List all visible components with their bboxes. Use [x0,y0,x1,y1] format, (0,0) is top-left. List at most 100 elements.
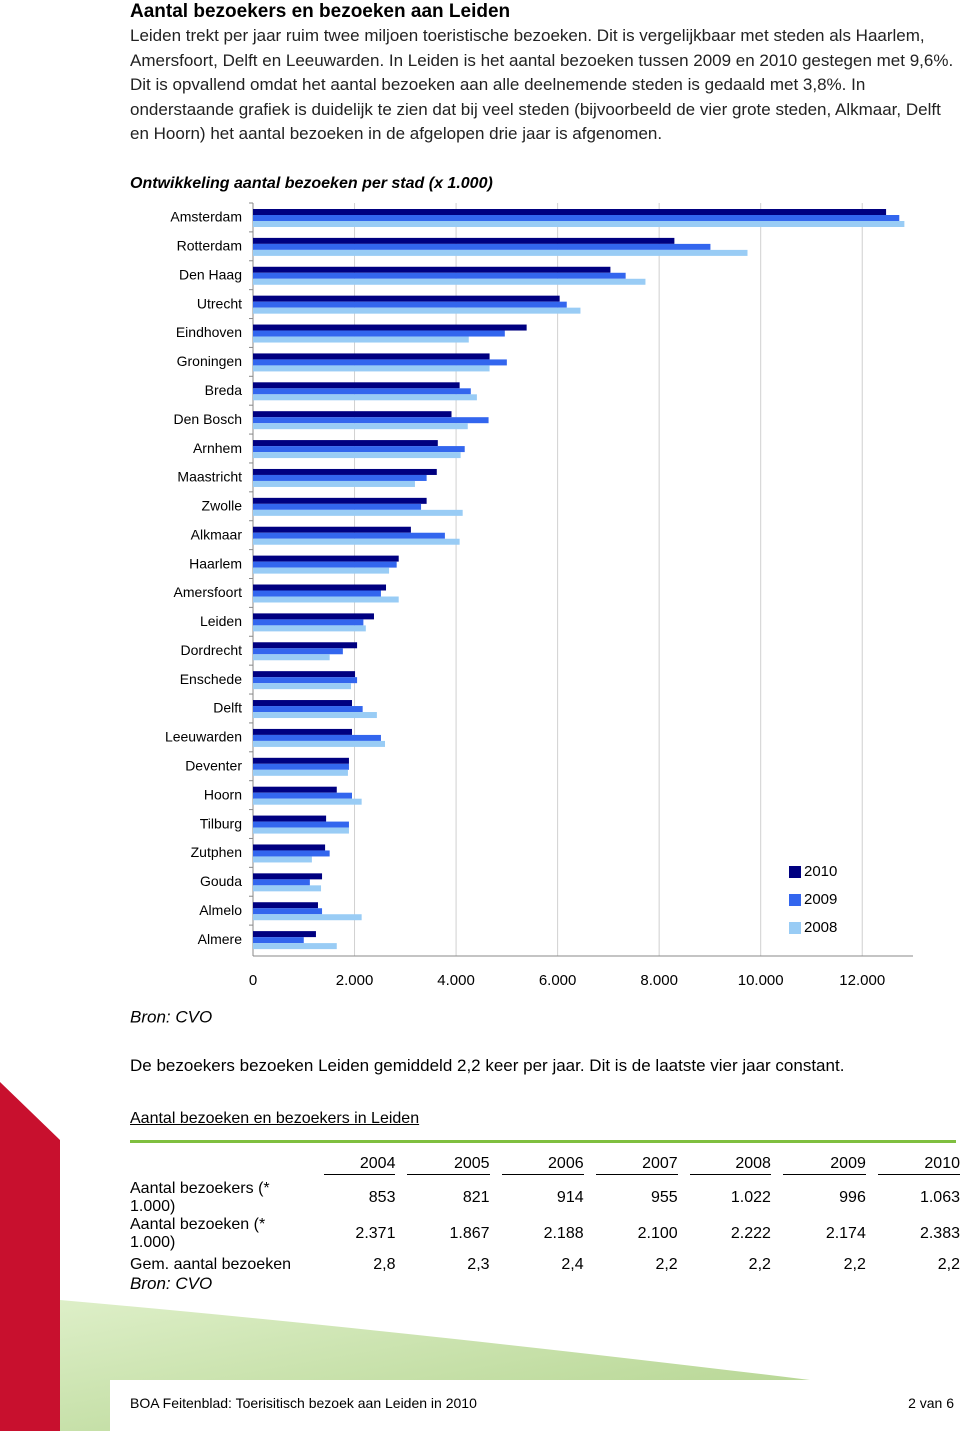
bar [253,526,411,533]
table-cell: 2,2 [937,1256,960,1273]
table-row: Gem. aantal bezoeken 2,8 2,3 2,4 2,2 2,2 2,2 2,… [130,1252,960,1278]
column-header: 2010 [866,1148,960,1180]
x-tick-label: 6.000 [539,972,577,989]
bar [253,700,352,707]
column-header: 2004 [312,1148,396,1180]
y-tick-label: Amsterdam [170,209,242,225]
legend-label: 2009 [804,891,837,908]
bar [253,509,463,516]
bar [253,538,460,545]
x-tick-label: 8.000 [640,972,678,989]
table-cell: 996 [839,1189,866,1206]
heading: Aantal bezoekers en bezoeken aan Leiden [130,1,511,22]
chart-source: Bron: CVO [130,1007,212,1026]
bar [253,446,465,453]
bar [253,792,352,799]
x-tick-label: 4.000 [437,972,475,989]
bar [253,619,364,626]
bar [253,272,626,279]
table-row: Aantal bezoeken (* 1.000) 2.371 1.867 2.188… [130,1216,960,1252]
bar [253,503,422,510]
y-tick-label: Utrecht [197,295,242,311]
y-tick-label: Almelo [199,902,242,918]
table-cell: 2,2 [748,1256,771,1273]
bar [253,555,399,562]
y-tick-label: Arnhem [193,440,242,456]
bar [253,584,387,591]
column-header-text: 2008 [689,1154,771,1175]
bar [253,365,490,372]
table: 2004 2005 2006 2007 2008 2009 2010 Aantal bezoe… [130,1148,960,1278]
column-header: 2007 [584,1148,678,1180]
paragraph: Leiden trekt per jaar ruim twee miljoen … [130,26,954,143]
table-cell: 1.063 [919,1189,960,1206]
bar [253,786,337,793]
bar [253,902,318,909]
table-cell: 2.222 [730,1225,771,1242]
bar [253,706,363,713]
bar [253,209,887,215]
bar [253,474,427,481]
bar [253,943,337,950]
bar [253,417,489,424]
table-cell: Aantal bezoekers (* 1.000) [130,1180,270,1215]
table-cell: 2,4 [561,1256,584,1273]
bar [253,827,349,834]
bar [253,683,351,690]
table-cell: Gem. aantal bezoeken [130,1256,291,1273]
bar [253,382,460,389]
bar [253,295,560,302]
bar [253,243,711,250]
bar [253,423,468,430]
table-cell: 955 [651,1189,678,1206]
table-cell: 2.188 [543,1225,584,1242]
bar [253,440,438,447]
x-tick-label: 12.000 [839,972,885,989]
table-cell: 2.371 [355,1225,396,1242]
bar [253,654,330,661]
bar [253,844,326,851]
y-tick-label: Alkmaar [191,526,243,542]
y-tick-label: Dordrecht [181,642,243,658]
table-source: Bron: CVO [130,1274,213,1293]
bar [253,590,381,597]
column-header-text: 2004 [323,1154,396,1175]
y-tick-label: Zutphen [191,844,242,860]
legend-label: 2008 [804,919,837,936]
table-cell: 2,3 [467,1256,490,1273]
legend-swatch [789,922,801,934]
y-tick-label: Enschede [180,671,242,687]
bar [253,394,477,401]
table-title: Aantal bezoeken en bezoekers in Leiden [130,1110,420,1127]
y-tick-label: Leiden [200,613,242,629]
y-tick-label: Amersfoort [174,584,243,600]
chart-title: Ontwikkeling aantal bezoeken per stad (x… [130,175,493,192]
chart: Ontwikkeling aantal bezoeken per stad (x… [130,175,913,1026]
table-header: 2004 2005 2006 2007 2008 2009 2010 [130,1148,960,1180]
y-tick-label: Almere [198,931,243,947]
table-cell: Aantal bezoeken (* 1.000) [130,1216,266,1251]
table-cell: 2.383 [919,1225,960,1242]
bar [253,937,304,944]
table-cell: 821 [462,1189,490,1206]
bar [253,625,366,632]
table-cell: 2,8 [373,1256,396,1273]
y-tick-label: Hoorn [204,786,242,802]
bar [253,330,505,337]
y-tick-label: Eindhoven [176,324,242,340]
bar [253,497,427,504]
bar [253,798,362,805]
bar [253,677,358,684]
column-header-text: 2007 [595,1154,678,1175]
y-tick-label: Delft [213,700,242,716]
bar [253,324,527,331]
bar [253,740,385,747]
y-tick-label: Groningen [177,353,242,369]
bar [253,596,399,603]
bar [253,301,567,308]
bar [253,763,349,770]
footer-left: BOA Feitenblad: Toerisitisch bezoek aan … [130,1395,477,1411]
bar [253,359,507,366]
